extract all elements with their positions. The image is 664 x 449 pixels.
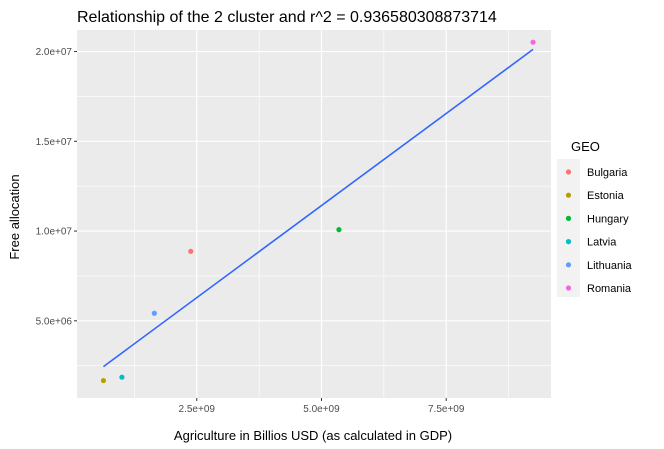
y-tick-label: 1.0e+07 bbox=[36, 227, 73, 238]
legend-label-romania: Romania bbox=[587, 283, 632, 295]
legend-label-latvia: Latvia bbox=[587, 237, 617, 249]
data-point-lithuania bbox=[151, 310, 157, 316]
x-tick-label: 2.5e+09 bbox=[179, 404, 216, 415]
legend-label-estonia: Estonia bbox=[587, 190, 625, 202]
plot-panel bbox=[77, 30, 551, 398]
legend-key-lithuania bbox=[565, 262, 572, 268]
x-tick-label: 5.0e+09 bbox=[303, 404, 340, 415]
y-tick-label: 1.5e+07 bbox=[36, 137, 73, 148]
data-points bbox=[100, 39, 536, 384]
legend-key-latvia bbox=[565, 239, 572, 245]
legend-label-hungary: Hungary bbox=[587, 213, 629, 225]
data-point-latvia bbox=[119, 374, 125, 380]
major-gridlines bbox=[77, 30, 551, 398]
legend-key-background bbox=[557, 159, 580, 297]
chart-title: Relationship of the 2 cluster and r^2 = … bbox=[77, 9, 497, 26]
x-tick-label: 7.5e+09 bbox=[428, 404, 465, 415]
legend-title: GEO bbox=[571, 139, 600, 154]
legend-label-bulgaria: Bulgaria bbox=[587, 167, 628, 179]
legend-label-lithuania: Lithuania bbox=[587, 260, 633, 272]
y-axis-ticks: 5.0e+06 1.0e+07 1.5e+07 2.0e+07 bbox=[36, 47, 77, 327]
minor-gridlines bbox=[77, 30, 551, 398]
x-axis-title: Agriculture in Billios USD (as calculate… bbox=[174, 428, 452, 443]
legend-items: Bulgaria Estonia Hungary Latvia Lithuania Rom… bbox=[565, 167, 633, 295]
data-point-estonia bbox=[100, 377, 107, 384]
y-axis-title: Free allocation bbox=[7, 174, 22, 259]
regression-line bbox=[102, 48, 534, 368]
y-tick-label: 5.0e+06 bbox=[36, 316, 73, 327]
x-axis-ticks: 2.5e+09 5.0e+09 7.5e+09 bbox=[179, 398, 465, 415]
data-point-bulgaria bbox=[188, 248, 194, 254]
data-point-hungary bbox=[336, 227, 342, 233]
y-tick-label: 2.0e+07 bbox=[36, 47, 73, 58]
regression-line-layer bbox=[102, 48, 534, 368]
data-point-romania bbox=[530, 39, 536, 45]
legend-key-hungary bbox=[565, 215, 572, 221]
legend: GEO Bulgaria Estonia Hungary Latvia Lithuani… bbox=[557, 139, 633, 297]
legend-key-estonia bbox=[565, 192, 572, 198]
legend-key-bulgaria bbox=[565, 169, 572, 175]
legend-key-romania bbox=[565, 285, 572, 291]
